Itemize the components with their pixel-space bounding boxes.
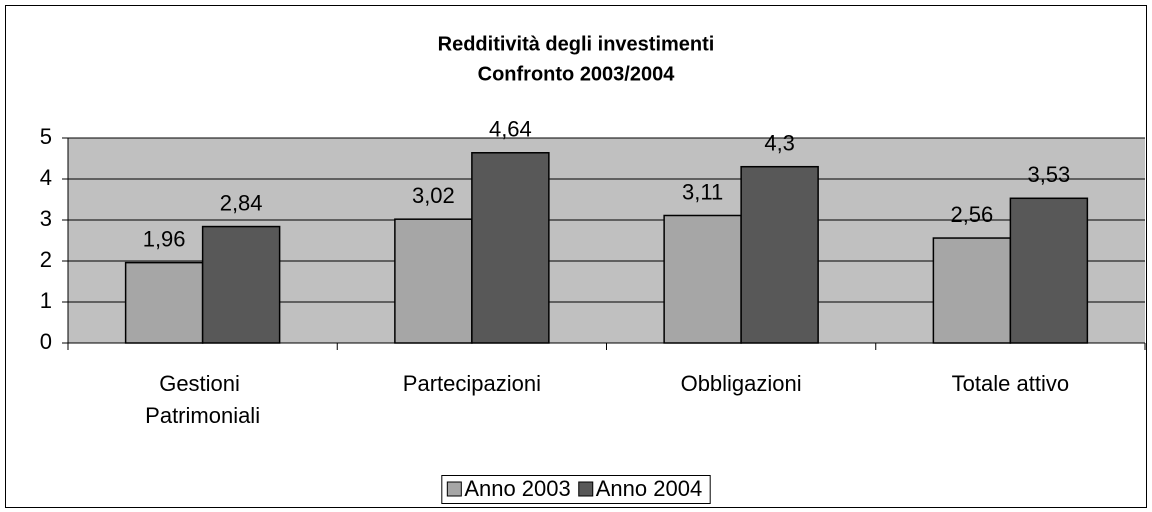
bar bbox=[394, 218, 473, 344]
chart-subtitle: Confronto 2003/2004 bbox=[478, 63, 676, 85]
x-tick-label: Obbligazioni bbox=[681, 371, 802, 396]
bar bbox=[471, 152, 550, 344]
value-label: 2,56 bbox=[950, 202, 993, 227]
y-tick-label: 5 bbox=[40, 124, 52, 149]
value-label: 2,84 bbox=[220, 190, 263, 215]
bar bbox=[663, 214, 742, 344]
value-label: 1,96 bbox=[143, 226, 186, 251]
bar bbox=[932, 237, 1012, 344]
y-tick-label: 4 bbox=[40, 165, 52, 190]
x-tick-label: Gestioni Patrimoniali bbox=[145, 371, 260, 428]
value-label: 3,11 bbox=[682, 179, 723, 204]
y-tick-label: 1 bbox=[40, 288, 52, 313]
chart-title: Redditività degli investimenti bbox=[438, 33, 715, 55]
bar bbox=[124, 261, 204, 344]
y-tick-label: 2 bbox=[40, 247, 52, 272]
bar bbox=[740, 165, 819, 344]
value-label: 4,64 bbox=[489, 117, 532, 142]
y-tick-label: 0 bbox=[40, 329, 52, 354]
legend-label: Anno 2003 bbox=[464, 476, 570, 501]
legend-swatch bbox=[446, 481, 462, 497]
bar bbox=[201, 225, 281, 344]
x-tick-label: Totale attivo bbox=[952, 371, 1069, 396]
value-label: 3,53 bbox=[1027, 162, 1070, 187]
legend-label: Anno 2004 bbox=[596, 476, 702, 501]
bar bbox=[1009, 197, 1089, 344]
legend-swatch bbox=[578, 481, 594, 497]
legend bbox=[441, 475, 711, 504]
value-label: 3,02 bbox=[412, 183, 455, 208]
value-label: 4,3 bbox=[764, 131, 795, 156]
y-tick-label: 3 bbox=[40, 206, 52, 231]
x-tick-label: Partecipazioni bbox=[403, 371, 541, 396]
